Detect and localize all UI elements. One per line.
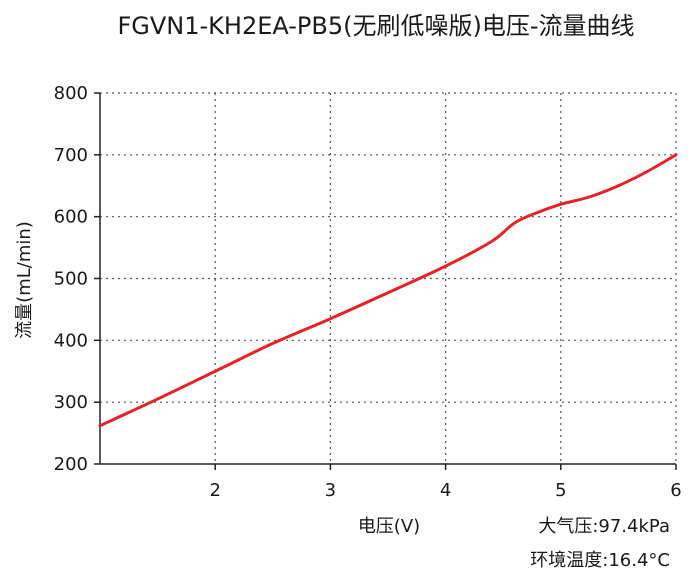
grid: [100, 92, 677, 464]
x-tick-label: 5: [555, 480, 566, 501]
series-layer: [98, 153, 678, 428]
y-tick-label: 700: [54, 145, 88, 166]
temperature-annotation: 环境温度:16.4°C: [530, 550, 670, 571]
chart-title: FGVN1-KH2EA-PB5(无刷低噪版)电压-流量曲线: [117, 12, 634, 40]
y-tick-label: 300: [54, 392, 88, 413]
x-tick-label: 2: [209, 480, 220, 501]
y-tick-label: 400: [54, 330, 88, 351]
x-tick-label: 4: [440, 480, 451, 501]
series-line-0: [98, 153, 678, 428]
y-tick-label: 800: [54, 83, 88, 104]
y-tick-label: 500: [54, 269, 88, 290]
x-axis-label: 电压(V): [358, 516, 420, 537]
y-axis-label: 流量(mL/min): [14, 221, 35, 339]
axes: [94, 92, 677, 470]
x-tick-label: 6: [670, 480, 681, 501]
pressure-annotation: 大气压:97.4kPa: [538, 516, 670, 537]
x-tick-label: 3: [325, 480, 336, 501]
y-tick-label: 600: [54, 207, 88, 228]
x-tick-labels: 2 3 4 5 6: [209, 480, 681, 501]
y-tick-labels: 200 300 400 500 600 700 800: [54, 83, 88, 475]
y-tick-label: 200: [54, 454, 88, 475]
